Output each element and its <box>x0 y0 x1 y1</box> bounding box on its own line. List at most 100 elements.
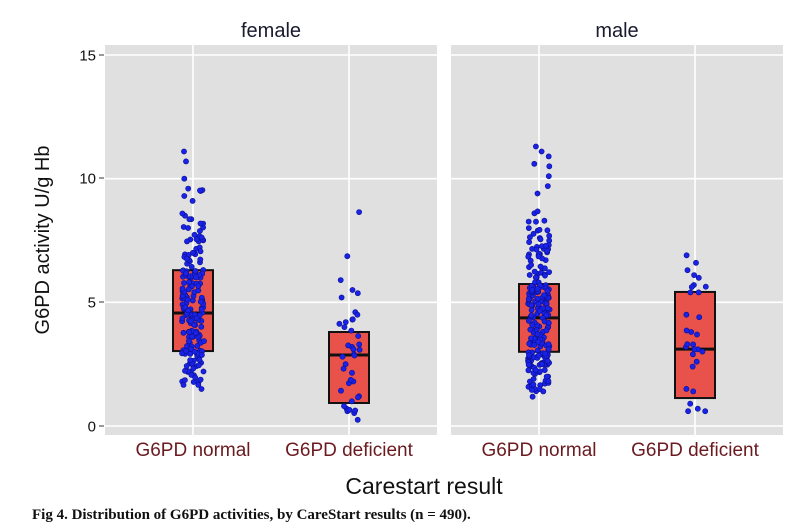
point-female-normal <box>190 365 197 372</box>
point-male-normal <box>538 148 545 155</box>
point-male-normal <box>532 274 539 281</box>
point-male-normal <box>543 312 550 318</box>
point-female-deficient <box>341 324 348 330</box>
point-male-normal <box>530 230 537 237</box>
point-female-normal <box>181 148 187 155</box>
y-tick-label-5: 5 <box>88 295 96 312</box>
point-male-deficient <box>683 385 690 392</box>
figure-caption: Fig 4. Distribution of G6PD activities, … <box>32 507 471 523</box>
point-male-deficient <box>694 405 701 412</box>
point-female-normal <box>179 285 186 292</box>
point-male-normal <box>533 143 539 150</box>
point-male-normal <box>526 352 532 359</box>
point-male-normal <box>529 322 536 328</box>
point-male-normal <box>534 285 541 292</box>
point-female-normal <box>198 306 205 313</box>
point-female-deficient <box>344 253 351 260</box>
point-female-normal <box>187 357 194 363</box>
point-female-normal <box>194 342 201 349</box>
point-female-normal <box>195 362 202 369</box>
point-female-normal <box>193 315 200 322</box>
point-male-normal <box>526 239 532 245</box>
point-male-normal <box>528 335 534 342</box>
point-female-normal <box>189 333 195 340</box>
point-female-normal <box>198 234 205 241</box>
point-female-normal <box>185 225 191 231</box>
point-male-deficient <box>693 358 700 365</box>
point-male-normal <box>527 234 533 241</box>
point-male-normal <box>528 262 534 268</box>
panel-male-background <box>451 45 783 435</box>
point-female-deficient <box>356 341 363 348</box>
point-female-normal <box>183 255 190 262</box>
point-male-deficient <box>683 252 690 259</box>
point-male-normal <box>531 268 538 275</box>
point-female-normal <box>201 338 207 344</box>
point-male-normal <box>536 308 543 314</box>
point-female-deficient <box>342 319 349 325</box>
point-female-normal <box>180 381 187 388</box>
point-male-deficient <box>685 408 691 415</box>
point-female-deficient <box>338 294 345 301</box>
x-tick-label-male-normal: G6PD normal <box>481 440 596 461</box>
y-tick-label-0: 0 <box>88 419 96 436</box>
point-male-deficient <box>684 341 691 348</box>
point-female-deficient <box>355 394 361 401</box>
point-male-normal <box>525 367 532 374</box>
point-female-deficient <box>352 407 359 414</box>
point-female-normal <box>192 274 199 281</box>
point-male-normal <box>535 339 542 345</box>
point-female-normal <box>197 298 204 305</box>
point-male-deficient <box>683 311 690 318</box>
point-male-normal <box>544 183 551 189</box>
facet-title-male: male <box>595 20 638 42</box>
point-male-normal <box>534 295 541 302</box>
point-male-deficient <box>694 331 700 338</box>
point-male-normal <box>525 296 532 302</box>
point-female-normal <box>192 268 199 274</box>
point-female-normal <box>184 296 191 303</box>
point-male-normal <box>533 218 539 225</box>
point-male-normal <box>545 319 552 326</box>
point-female-deficient <box>337 277 344 283</box>
point-male-normal <box>528 302 535 309</box>
point-female-normal <box>181 280 187 286</box>
y-axis: 15 10 5 0 <box>79 48 104 436</box>
point-male-normal <box>541 292 547 298</box>
point-female-deficient <box>338 387 344 394</box>
jitter-points <box>179 143 709 423</box>
point-female-normal <box>184 238 190 245</box>
point-female-normal <box>198 386 205 392</box>
point-female-deficient <box>341 403 347 409</box>
point-male-normal <box>535 352 542 359</box>
point-male-normal <box>543 327 550 334</box>
point-male-normal <box>543 242 549 249</box>
point-male-normal <box>544 247 550 254</box>
point-female-normal <box>181 193 188 199</box>
point-male-deficient <box>693 259 699 266</box>
point-male-deficient <box>691 346 698 353</box>
point-female-normal <box>179 315 186 322</box>
point-male-normal <box>542 350 548 357</box>
point-male-normal <box>525 361 532 368</box>
point-male-normal <box>544 358 551 364</box>
panel-female-background <box>105 45 437 435</box>
point-female-normal <box>179 210 186 217</box>
point-female-normal <box>189 197 196 204</box>
point-female-deficient <box>348 398 355 405</box>
point-male-normal <box>525 225 532 231</box>
point-female-normal <box>188 263 195 270</box>
point-female-normal <box>185 185 192 192</box>
x-tick-label-male-deficient: G6PD deficient <box>631 440 760 461</box>
point-female-deficient <box>351 352 358 359</box>
point-female-deficient <box>347 376 354 383</box>
point-male-normal <box>537 263 544 270</box>
point-female-deficient <box>354 416 361 423</box>
point-male-deficient <box>702 408 709 415</box>
point-male-normal <box>539 361 545 367</box>
point-female-normal <box>200 368 207 375</box>
point-female-normal <box>189 249 196 256</box>
point-female-normal <box>180 329 187 336</box>
point-male-normal <box>530 376 537 382</box>
point-male-deficient <box>689 363 696 370</box>
